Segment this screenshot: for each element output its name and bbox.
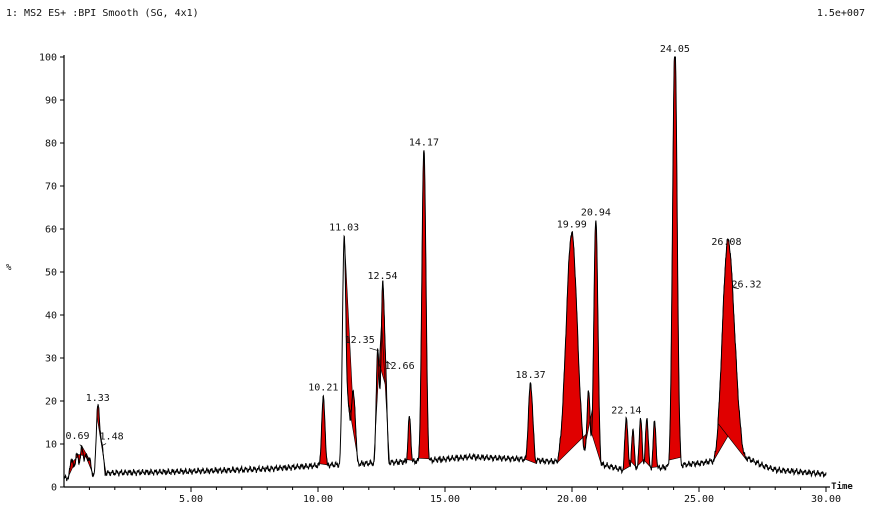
y-tick-label-40: 40	[45, 311, 57, 322]
peak-leader-26.32	[733, 287, 739, 289]
y-tick-label-60: 60	[45, 225, 57, 236]
x-tick-label-5: 5.00	[179, 494, 203, 505]
y-axis-label: %	[6, 263, 12, 273]
peak-label-1.33: 1.33	[86, 393, 110, 404]
peak-fills	[67, 56, 748, 480]
x-tick-label-10: 10.00	[303, 494, 333, 505]
x-tick-label-20: 20.00	[557, 494, 587, 505]
x-axis-label: Time	[831, 481, 853, 492]
peak-label-14.17: 14.17	[409, 137, 439, 148]
peak-label-22.14: 22.14	[611, 405, 641, 416]
y-tick-label-20: 20	[45, 397, 57, 408]
y-tick-label-100: 100	[39, 53, 57, 64]
axes: 0 10 20 30 40 50 60 70 80 90 100 5.00 10.00 15.00 20.0…	[39, 53, 853, 506]
peak-label-18.37: 18.37	[516, 370, 546, 381]
y-tick-label-70: 70	[45, 182, 57, 193]
peak-label-0.69: 0.69	[65, 431, 89, 442]
peak-label-12.54: 12.54	[367, 271, 397, 282]
peak-label-26.32: 26.32	[731, 280, 761, 291]
y-tick-label-0: 0	[51, 483, 57, 494]
peak-label-20.94: 20.94	[581, 208, 611, 219]
intensity-scale-label: 1.5e+007	[816, 8, 865, 19]
peak-leader-1.48	[102, 443, 107, 446]
peak-label-26.08: 26.08	[711, 237, 741, 248]
chart-header-title: 1: MS2 ES+ :BPI Smooth (SG, 4x1)	[6, 8, 199, 19]
x-tick-label-25: 25.00	[684, 494, 714, 505]
y-tick-label-90: 90	[45, 96, 57, 107]
y-tick-label-30: 30	[45, 354, 57, 365]
peak-label-19.99: 19.99	[557, 220, 587, 231]
peak-label-1.48: 1.48	[100, 431, 124, 442]
peak-label-11.03: 11.03	[329, 223, 359, 234]
chromatogram-trace	[63, 56, 827, 482]
x-tick-label-30: 30.00	[811, 494, 841, 505]
peak-leader-12.35	[369, 347, 379, 352]
x-tick-label-15: 15.00	[430, 494, 460, 505]
y-tick-label-80: 80	[45, 139, 57, 150]
peak-label-12.66: 12.66	[385, 361, 415, 372]
peak-labels: 0.69 1.33 1.48 10.21 11.03 12.35 12.54 12.66 14.…	[65, 44, 762, 448]
peak-leader-0.69	[79, 444, 83, 448]
peak-fill-28	[717, 237, 748, 462]
peak-label-12.35: 12.35	[345, 335, 375, 346]
peak-leader-12.66	[386, 360, 393, 366]
y-tick-label-50: 50	[45, 268, 57, 279]
peak-label-10.21: 10.21	[308, 383, 338, 394]
peak-label-24.05: 24.05	[660, 44, 690, 55]
y-tick-label-10: 10	[45, 440, 57, 451]
